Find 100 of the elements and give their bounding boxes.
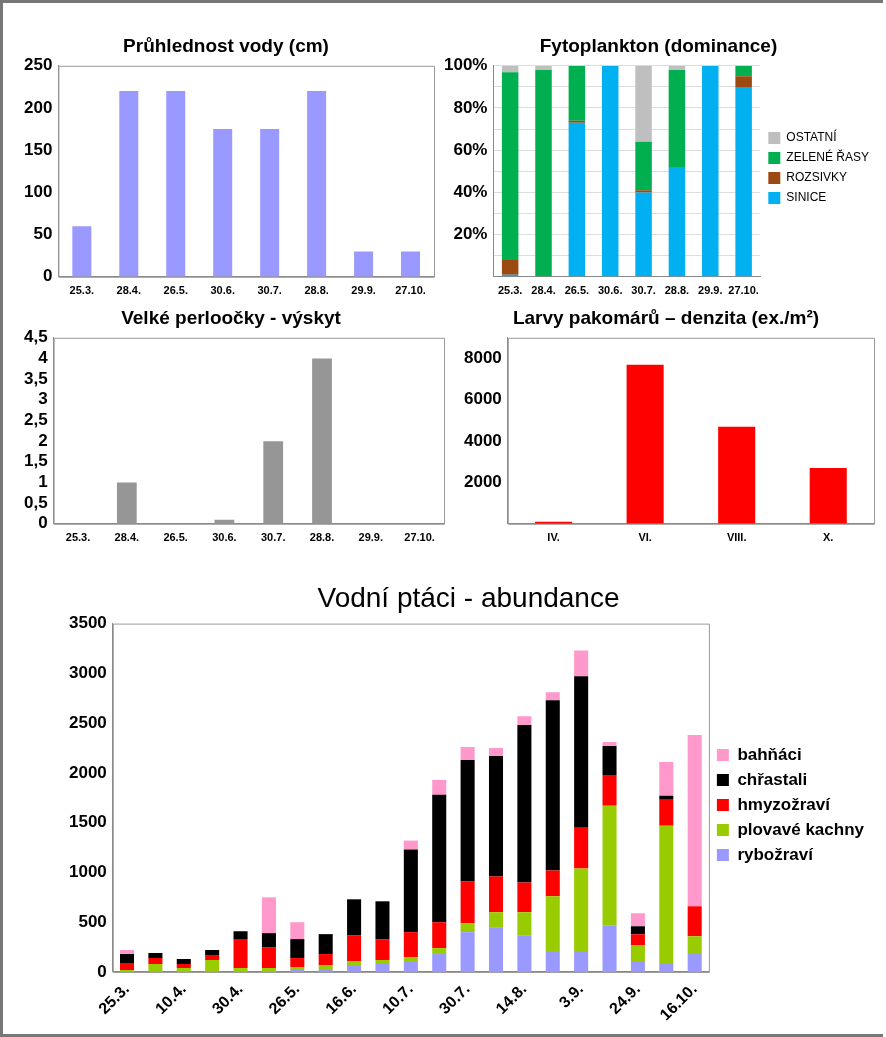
bar (545, 692, 560, 701)
y-tick-label: 1000 (68, 862, 107, 882)
x-tick-label: 30.7. (257, 284, 282, 297)
y-tick-label: 0 (97, 961, 107, 981)
bar (432, 922, 447, 949)
bar (347, 965, 362, 972)
legend-label: ROZSIVKY (786, 170, 847, 185)
bar (735, 86, 752, 277)
y-tick-label: 500 (78, 911, 107, 931)
x-tick-label: 27.10. (728, 284, 759, 297)
bar (290, 958, 305, 967)
legend-label: bahňáci (737, 744, 802, 764)
bar (261, 897, 276, 934)
y-tick-label: 250 (23, 55, 53, 75)
bar (659, 964, 674, 972)
y-tick-label: 4 (38, 348, 49, 368)
y-tick-label: 3500 (68, 613, 107, 633)
y-tick-label: 1,5 (23, 451, 48, 471)
bar (718, 426, 756, 524)
bar (602, 774, 617, 806)
x-tick-label: VIII. (726, 531, 747, 544)
bar (347, 961, 362, 965)
bar (574, 827, 589, 869)
bar (460, 932, 475, 972)
bar (687, 954, 702, 972)
bar (347, 899, 362, 936)
chart-title: Larvy pakomárů – denzita (ex./m²) (512, 306, 820, 328)
bar (261, 933, 276, 948)
x-tick-label: 28.8. (309, 531, 335, 544)
bar (535, 70, 552, 277)
bar (545, 700, 560, 871)
bar (574, 650, 589, 677)
y-tick-label: 60% (453, 139, 488, 159)
y-tick-label: 1 (38, 472, 48, 492)
y-tick-label: 0,5 (23, 492, 48, 512)
bar (659, 825, 674, 965)
legend-label: rybožraví (737, 844, 815, 864)
x-tick-label: X. (823, 531, 834, 544)
bar (375, 901, 390, 940)
bar (568, 122, 586, 277)
x-tick-label: 28.8. (664, 284, 690, 297)
bar (626, 364, 664, 524)
x-tick-label: 27.10. (404, 531, 435, 544)
bar (668, 167, 686, 277)
y-tick-label: 4,5 (23, 327, 48, 347)
bar (205, 960, 220, 971)
bar (403, 957, 418, 963)
bar (260, 129, 280, 277)
x-tick-label: 30.6. (210, 284, 235, 297)
bar (460, 881, 475, 924)
x-tick-label: 14.8. (492, 979, 530, 1018)
y-tick-label: 20% (453, 224, 488, 244)
bar (290, 922, 305, 940)
x-tick-label: 3.9. (555, 979, 587, 1011)
x-tick-label: 30.6. (597, 284, 623, 297)
bar (375, 939, 390, 961)
legend-label: chřastali (737, 769, 808, 789)
y-tick-label: 4000 (463, 430, 502, 450)
bar (148, 964, 163, 971)
y-tick-label: 2500 (68, 712, 107, 732)
bar (635, 190, 652, 193)
y-tick-label: 80% (453, 97, 488, 117)
bar (488, 748, 504, 756)
y-tick-label: 100% (444, 55, 488, 75)
x-tick-label: 25.3. (69, 284, 95, 297)
x-tick-label: 29.9. (351, 284, 376, 297)
bar (403, 840, 418, 850)
bar (460, 747, 475, 760)
x-tick-label: 29.9. (698, 284, 723, 297)
y-tick-label: 6000 (463, 389, 502, 409)
y-tick-label: 0 (42, 266, 53, 286)
y-tick-label: 40% (453, 182, 488, 202)
bar (630, 934, 645, 946)
bar (403, 962, 418, 972)
bar (176, 959, 191, 965)
bar (630, 913, 645, 927)
bar (205, 955, 220, 961)
legend-label: ZELENÉ ŘASY (786, 149, 870, 165)
bar (318, 965, 333, 969)
y-tick-label: 8000 (463, 348, 502, 368)
y-tick-label: 2 (38, 430, 48, 450)
bar (574, 868, 589, 953)
bar (166, 91, 186, 277)
bar (119, 954, 135, 964)
bar (545, 896, 560, 952)
bar (176, 964, 191, 968)
bar (290, 939, 305, 959)
bar (602, 805, 617, 926)
y-tick-label: 2000 (68, 762, 107, 782)
bar (488, 876, 504, 913)
y-tick-label: 0 (38, 513, 48, 533)
bar (403, 849, 418, 933)
y-tick-label: 100 (23, 182, 53, 202)
x-tick-label: 25.3. (65, 531, 91, 544)
bar (460, 759, 475, 882)
bar (517, 725, 532, 883)
bar (668, 70, 686, 168)
y-tick-label: 50 (33, 224, 53, 244)
bar (501, 72, 519, 260)
y-tick-label: 2000 (463, 472, 502, 492)
